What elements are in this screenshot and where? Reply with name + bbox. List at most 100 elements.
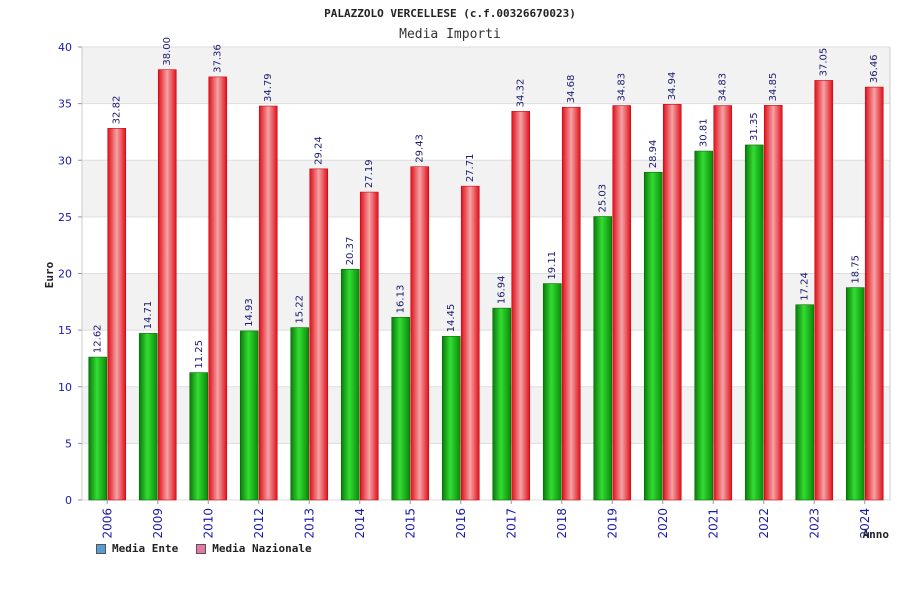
bar-value-label: 34.85 <box>768 73 779 102</box>
bar-media-nazionale <box>107 128 127 501</box>
bar-media-ente <box>492 307 512 501</box>
bar-media-nazionale <box>157 69 177 501</box>
x-tick-label: 2023 <box>807 508 821 539</box>
bar-value-label: 20.37 <box>345 237 356 266</box>
legend-label-series-2: Media Nazionale <box>212 542 312 555</box>
legend-swatch-series-1 <box>96 543 106 554</box>
bar-media-nazionale <box>460 185 480 501</box>
bar-media-nazionale <box>208 76 228 501</box>
bar-media-nazionale <box>258 105 278 501</box>
y-tick-label: 35 <box>58 98 72 111</box>
bar-value-label: 34.94 <box>667 72 678 101</box>
x-tick-label: 2021 <box>706 508 720 539</box>
bar-media-ente <box>290 327 310 501</box>
y-axis-label: Euro <box>43 261 56 288</box>
x-tick-label: 2018 <box>555 508 569 539</box>
bar-value-label: 25.03 <box>598 184 609 213</box>
chart-title: PALAZZOLO VERCELLESE (c.f.00326670023) <box>324 7 576 20</box>
bar-media-nazionale <box>309 168 329 501</box>
bar-value-label: 34.83 <box>617 73 628 102</box>
bar-media-ente <box>88 356 108 501</box>
bar-value-label: 17.24 <box>800 272 811 301</box>
bar-value-label: 30.81 <box>699 118 710 147</box>
bar-media-nazionale <box>410 166 430 501</box>
bar-value-label: 37.36 <box>213 44 224 73</box>
bar-value-label: 16.94 <box>497 276 508 305</box>
chart-subtitle: Media Importi <box>399 27 501 42</box>
bar-value-label: 27.19 <box>364 159 375 188</box>
bar-media-nazionale <box>612 105 632 501</box>
legend-label-series-1: Media Ente <box>112 542 179 555</box>
bar-value-label: 34.32 <box>516 79 527 108</box>
x-tick-label: 2019 <box>605 508 619 539</box>
bar-value-label: 28.94 <box>648 140 659 169</box>
bar-media-ente <box>441 336 461 501</box>
x-tick-label: 2014 <box>353 508 367 539</box>
bar-value-label: 18.75 <box>850 255 861 284</box>
bar-media-nazionale <box>511 111 531 501</box>
bar-media-nazionale <box>662 104 682 501</box>
bar-media-ente <box>744 144 764 501</box>
bar-media-nazionale <box>864 86 884 501</box>
bar-value-label: 14.93 <box>244 298 255 327</box>
bar-value-label: 34.68 <box>566 75 577 104</box>
bar-value-label: 27.71 <box>465 154 476 183</box>
bar-value-label: 32.82 <box>112 96 123 125</box>
bar-media-ente <box>542 283 562 501</box>
bar-value-label: 34.79 <box>263 73 274 102</box>
y-tick-label: 40 <box>58 41 72 54</box>
y-tick-label: 25 <box>58 211 72 224</box>
bar-value-label: 12.62 <box>93 324 104 353</box>
y-tick-label: 10 <box>58 381 72 394</box>
bar-value-label: 36.46 <box>869 54 880 83</box>
y-tick-label: 5 <box>65 437 72 450</box>
bar-media-nazionale <box>814 80 834 501</box>
bar-value-label: 19.11 <box>547 251 558 280</box>
x-tick-label: 2016 <box>454 508 468 539</box>
bar-media-ente <box>189 372 209 501</box>
y-tick-label: 20 <box>58 268 72 281</box>
bar-value-label: 34.83 <box>718 73 729 102</box>
bar-value-label: 14.45 <box>446 304 457 333</box>
x-tick-label: 2013 <box>302 508 316 539</box>
bar-media-ente <box>795 304 815 501</box>
x-axis-ticks: 2006 2009 2010 2012 2013 2014 2015 2016 2017 2018… <box>100 500 872 539</box>
bar-media-ente <box>391 317 411 501</box>
bar-media-ente <box>593 216 613 501</box>
bar-media-ente <box>340 269 360 501</box>
x-tick-label: 2024 <box>858 508 872 539</box>
bar-media-ente <box>845 287 865 501</box>
x-tick-label: 2022 <box>757 508 771 539</box>
x-tick-label: 2015 <box>403 508 417 539</box>
y-tick-label: 15 <box>58 324 72 337</box>
bar-value-label: 14.71 <box>143 301 154 330</box>
x-tick-label: 2010 <box>201 508 215 539</box>
x-tick-label: 2020 <box>656 508 670 539</box>
legend-item-series-2: Media Nazionale <box>196 542 312 555</box>
bar-value-label: 29.43 <box>415 134 426 163</box>
bar-media-ente <box>239 330 259 501</box>
x-tick-label: 2006 <box>100 508 114 539</box>
legend-swatch-series-2 <box>196 543 207 554</box>
bar-media-nazionale <box>561 106 581 501</box>
bar-value-label: 29.24 <box>314 136 325 165</box>
bar-value-label: 15.22 <box>295 295 306 324</box>
bar-value-label: 37.05 <box>819 48 830 77</box>
y-tick-label: 30 <box>58 154 72 167</box>
bar-value-label: 31.35 <box>749 112 760 141</box>
bar-media-nazionale <box>713 105 733 501</box>
bar-value-label: 16.13 <box>396 285 407 314</box>
x-axis-label: Anno <box>863 528 890 541</box>
bar-media-nazionale <box>763 105 783 501</box>
x-tick-label: 2017 <box>504 508 518 539</box>
bar-media-ente <box>138 333 158 501</box>
bars: 12.62 32.82 14.71 38.00 11.25 37.36 14.93 34.79… <box>88 37 884 501</box>
y-tick-label: 0 <box>65 494 72 507</box>
legend: Media Ente Media Nazionale <box>96 542 312 555</box>
bar-value-label: 11.25 <box>194 340 205 369</box>
bar-media-ente <box>694 150 714 501</box>
y-axis-ticks: 0 5 10 15 20 25 30 35 40 <box>58 41 82 507</box>
bar-value-label: 38.00 <box>162 37 173 66</box>
bar-media-ente <box>643 171 663 501</box>
